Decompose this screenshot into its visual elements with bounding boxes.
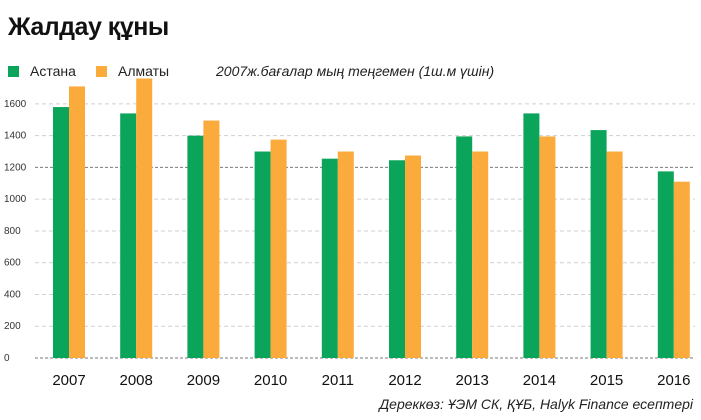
x-tick-label-2007: 2007 <box>52 372 85 389</box>
bar-almaty-2014 <box>539 136 556 358</box>
bar-astana-2008 <box>120 113 137 358</box>
bar-astana-2010 <box>254 151 271 358</box>
bar-astana-2015 <box>590 130 607 358</box>
legend-swatch-almaty <box>96 66 107 77</box>
bar-almaty-2010 <box>270 139 287 358</box>
bar-astana-2007 <box>53 107 69 358</box>
bar-almaty-2012 <box>405 155 421 358</box>
bar-astana-2013 <box>456 136 473 358</box>
bar-almaty-2015 <box>606 151 623 358</box>
y-tick-label-1400: 1400 <box>4 131 27 142</box>
bar-almaty-2009 <box>203 120 220 358</box>
x-tick-label-2009: 2009 <box>187 372 220 389</box>
x-tick-label-2010: 2010 <box>254 372 287 389</box>
x-tick-label-2015: 2015 <box>590 372 623 389</box>
y-tick-label-800: 800 <box>4 226 21 237</box>
x-tick-label-2012: 2012 <box>388 372 421 389</box>
y-tick-label-1200: 1200 <box>4 162 27 173</box>
x-tick-label-2011: 2011 <box>322 372 354 389</box>
bar-almaty-2011 <box>337 151 354 358</box>
units-note: 2007ж.бағалар мың теңгемен (1ш.м үшін) <box>216 63 495 79</box>
x-tick-label-2014: 2014 <box>523 372 556 389</box>
bar-astana-2009 <box>187 135 204 358</box>
y-tick-label-600: 600 <box>4 258 21 269</box>
chart-title: Жалдау құны <box>8 13 169 41</box>
bar-almaty-2007 <box>69 86 85 358</box>
bar-almaty-2016 <box>673 181 690 358</box>
bar-almaty-2013 <box>472 151 489 358</box>
y-tick-label-200: 200 <box>4 321 21 332</box>
source-note: Дереккөз: ҰЭМ СК, ҚҰБ, Halyk Finance есе… <box>379 396 693 412</box>
bar-almaty-2008 <box>136 78 153 359</box>
y-tick-label-0: 0 <box>4 353 10 364</box>
x-tick-label-2016: 2016 <box>657 372 690 389</box>
y-tick-label-1000: 1000 <box>4 194 27 205</box>
x-tick-label-2008: 2008 <box>120 372 153 389</box>
y-tick-label-400: 400 <box>4 289 21 300</box>
bar-astana-2014 <box>523 113 540 358</box>
legend-label-almaty: Алматы <box>118 63 170 79</box>
bar-astana-2012 <box>389 160 405 358</box>
bar-astana-2011 <box>321 158 338 358</box>
y-tick-label-1600: 1600 <box>4 99 27 110</box>
bar-astana-2016 <box>657 171 674 358</box>
legend-swatch-astana <box>8 66 19 77</box>
legend-label-astana: Астана <box>30 63 76 79</box>
x-tick-label-2013: 2013 <box>456 372 489 389</box>
